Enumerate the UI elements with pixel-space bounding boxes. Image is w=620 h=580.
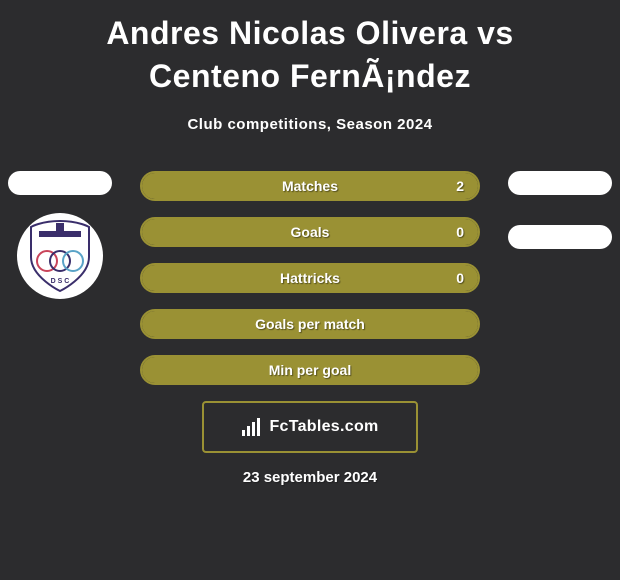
right-player-pill-2: [508, 225, 612, 249]
stat-row: Min per goal: [140, 355, 480, 385]
stat-label: Goals per match: [255, 316, 365, 332]
subtitle: Club competitions, Season 2024: [0, 116, 620, 133]
stat-right-value: 2: [456, 178, 464, 194]
chart-icon: [241, 416, 263, 438]
left-player-pill: [8, 171, 112, 195]
stat-row: Hattricks 0: [140, 263, 480, 293]
stat-right-value: 0: [456, 224, 464, 240]
stat-label: Matches: [282, 178, 338, 194]
stat-right-value: 0: [456, 270, 464, 286]
stat-label: Hattricks: [280, 270, 340, 286]
stat-row: Goals per match: [140, 309, 480, 339]
club-badge-icon: D S C: [21, 217, 99, 295]
page-title: Andres Nicolas Olivera vs Centeno FernÃ¡…: [0, 0, 620, 98]
svg-text:D S C: D S C: [51, 278, 70, 285]
stat-row: Goals 0: [140, 217, 480, 247]
stat-label: Goals: [291, 224, 330, 240]
footer-brand-box: FcTables.com: [202, 401, 418, 453]
right-player-pill-1: [508, 171, 612, 195]
stat-label: Min per goal: [269, 362, 351, 378]
right-player-column: [508, 171, 612, 249]
comparison-content: D S C Matches 2 Goals 0 Hattricks 0: [0, 171, 620, 486]
stat-rows: Matches 2 Goals 0 Hattricks 0 Goals per …: [140, 171, 480, 385]
footer-brand-text: FcTables.com: [269, 418, 378, 436]
stat-row: Matches 2: [140, 171, 480, 201]
left-player-badge: D S C: [17, 213, 103, 299]
left-player-column: D S C: [8, 171, 112, 299]
footer-date: 23 september 2024: [0, 469, 620, 486]
